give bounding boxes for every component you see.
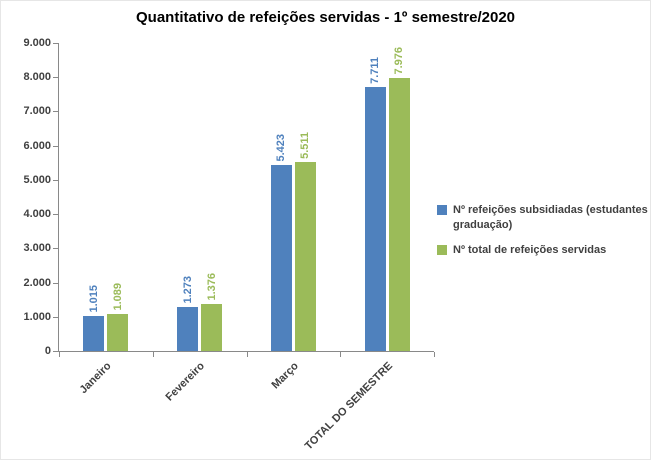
y-tick-mark: [53, 43, 58, 44]
x-category-cell: TOTAL DO SEMESTRE: [302, 352, 433, 457]
bar-column: 1.015: [83, 43, 105, 351]
y-tick-mark: [53, 351, 58, 352]
y-axis-labels: 9.000 8.000 7.000 6.000 5.000 4.000 3.000 2.000…: [5, 37, 51, 357]
bar-column: 5.511: [294, 43, 316, 351]
x-category-label: Março: [269, 360, 301, 392]
x-tick-mark: [340, 352, 342, 357]
x-tick-mark: [246, 352, 248, 357]
bar-group: 7.711 7.976: [364, 43, 410, 351]
x-tick-mark: [434, 352, 435, 357]
legend-label: Nº total de refeições servidas: [453, 243, 607, 256]
y-tick-label: 3.000: [23, 242, 51, 255]
bar-value-label: 1.015: [87, 285, 100, 313]
bar: [364, 87, 386, 351]
legend: Nº refeições subsidiadas (estudantes gra…: [437, 203, 649, 268]
bar-value-label: 5.511: [299, 132, 312, 159]
bar-groups: 1.015 1.089 1.273 1.376 5.423 5.511 7.711 7.976: [59, 43, 434, 351]
y-tick-mark: [53, 248, 58, 250]
y-tick-label: 0: [44, 345, 51, 357]
y-tick-label: 4.000: [23, 208, 51, 221]
y-tick-label: 9.000: [23, 37, 51, 49]
bar-value-label: 1.376: [205, 273, 218, 301]
x-category-cell: Fevereiro: [152, 352, 246, 457]
y-tick-mark: [53, 179, 58, 181]
bar-group: 1.273 1.376: [177, 43, 223, 351]
bar: [201, 304, 223, 351]
y-tick-mark: [53, 145, 58, 147]
bar-value-label: 7.976: [393, 47, 406, 75]
legend-swatch-green: [437, 244, 447, 255]
x-category-label: Janeiro: [77, 360, 114, 397]
x-category-label: Fevereiro: [163, 360, 208, 404]
x-category-cell: Março: [246, 352, 340, 457]
bar-value-label: 1.089: [111, 283, 124, 311]
bar: [83, 316, 105, 351]
bar: [270, 165, 292, 351]
bar-column: 1.089: [107, 43, 129, 351]
y-tick-mark: [53, 111, 58, 113]
y-tick-label: 6.000: [23, 139, 51, 152]
x-tick-mark: [59, 352, 60, 357]
y-tick-label: 5.000: [23, 173, 51, 186]
plot-area: 1.015 1.089 1.273 1.376 5.423 5.511 7.711 7.976: [53, 43, 435, 357]
bar-value-label: 5.423: [275, 134, 288, 162]
bar-column: 1.376: [201, 43, 223, 351]
bar-column: 7.976: [388, 43, 410, 351]
bar-column: 5.423: [270, 43, 292, 351]
bar: [294, 162, 316, 351]
legend-swatch-blue: [437, 205, 447, 215]
legend-label: Nº refeições subsidiadas (estudantes gra…: [453, 204, 648, 231]
bar-column: 1.273: [177, 43, 199, 351]
y-tick-mark: [53, 282, 58, 284]
bar-column: 7.711: [364, 43, 386, 351]
y-tick-label: 7.000: [23, 105, 51, 118]
legend-item-total: Nº total de refeições servidas: [437, 243, 649, 258]
legend-item-subsidiadas: Nº refeições subsidiadas (estudantes gra…: [437, 203, 649, 233]
x-tick-mark: [152, 352, 154, 357]
bar-group: 5.423 5.511: [270, 43, 316, 351]
bar-value-label: 1.273: [181, 276, 194, 304]
bar-group: 1.015 1.089: [83, 43, 129, 351]
bar-value-label: 7.711: [369, 57, 382, 84]
chart-title: Quantitativo de refeições servidas - 1º …: [136, 9, 515, 26]
x-axis-category-labels: Janeiro Fevereiro Março TOTAL DO SEMESTRE: [58, 352, 433, 457]
y-tick-mark: [53, 77, 58, 79]
bar: [177, 307, 199, 351]
y-tick-label: 8.000: [23, 71, 51, 84]
bar: [107, 314, 129, 351]
bar: [388, 78, 410, 351]
y-tick-mark: [53, 316, 58, 318]
x-category-cell: Janeiro: [58, 352, 152, 457]
y-tick-label: 2.000: [23, 276, 51, 289]
y-tick-label: 1.000: [23, 310, 51, 323]
y-tick-mark: [53, 214, 58, 216]
